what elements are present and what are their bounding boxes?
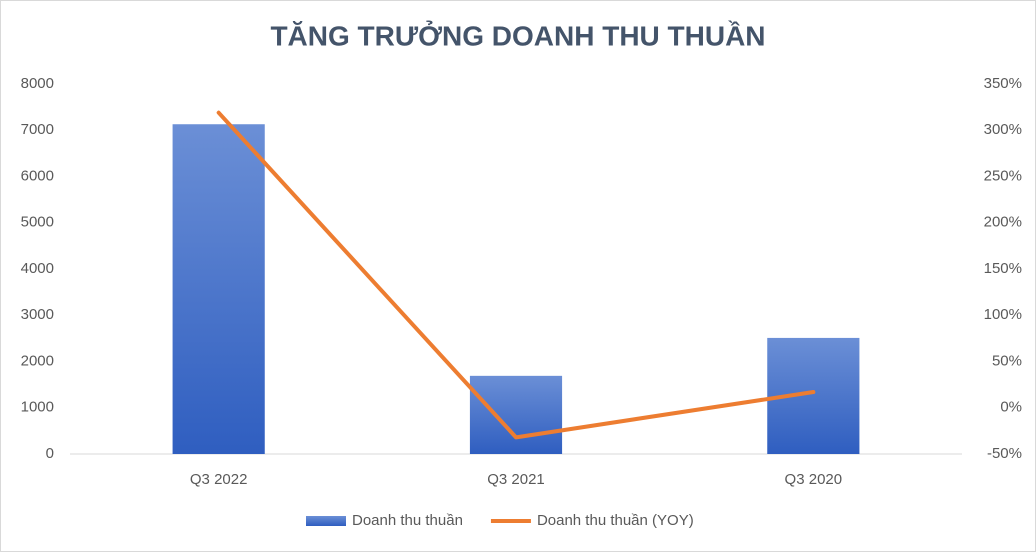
y-tick-label: 5000	[21, 214, 54, 231]
legend-label: Doanh thu thuần (YOY)	[537, 512, 694, 529]
x-tick-label: Q3 2021	[487, 471, 545, 488]
x-tick-label: Q3 2020	[785, 471, 843, 488]
y2-tick-label: 100%	[984, 306, 1022, 323]
bar	[469, 375, 563, 454]
legend-label: Doanh thu thuần	[352, 512, 463, 529]
y-tick-label: 8000	[21, 75, 54, 92]
legend-swatch	[306, 516, 346, 526]
y2-tick-label: 150%	[984, 260, 1022, 277]
y-tick-label: 7000	[21, 121, 54, 138]
y-tick-label: 0	[46, 445, 54, 462]
y2-tick-label: 350%	[984, 75, 1022, 92]
chart-title: TĂNG TRƯỞNG DOANH THU THUẦN	[270, 19, 765, 51]
y2-tick-label: 50%	[992, 352, 1022, 369]
bar	[172, 124, 265, 455]
y2-tick-label: 300%	[984, 121, 1022, 138]
y2-tick-label: -50%	[987, 445, 1022, 462]
x-tick-label: Q3 2022	[190, 471, 248, 488]
y2-tick-label: 0%	[1000, 399, 1022, 416]
y-tick-label: 3000	[21, 306, 54, 323]
y-tick-label: 2000	[21, 352, 54, 369]
y-tick-label: 4000	[21, 260, 54, 277]
y2-tick-label: 200%	[984, 214, 1022, 231]
y-tick-label: 6000	[21, 167, 54, 184]
line	[216, 110, 816, 440]
y-tick-label: 1000	[21, 399, 54, 416]
y2-tick-label: 250%	[984, 167, 1022, 184]
